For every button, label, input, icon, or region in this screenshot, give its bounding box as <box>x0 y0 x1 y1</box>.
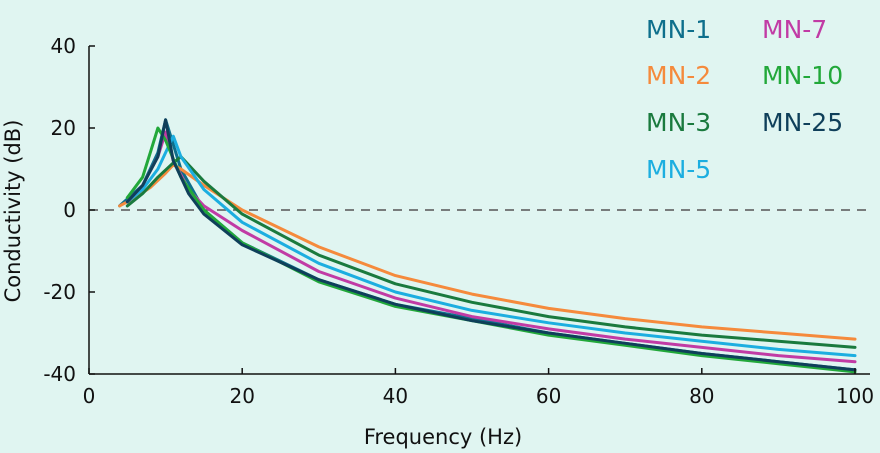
legend-entry-mn-10: MN-10 <box>762 61 843 90</box>
legend-entry-mn-7: MN-7 <box>762 15 827 44</box>
legend-entry-mn-25: MN-25 <box>762 108 843 137</box>
x-tick-label: 20 <box>229 384 254 408</box>
x-tick-label: 60 <box>536 384 561 408</box>
x-axis-title: Frequency (Hz) <box>364 425 522 449</box>
y-tick-label: 20 <box>51 116 76 140</box>
y-axis-title: Conductivity (dB) <box>1 120 25 303</box>
legend-entry-mn-5: MN-5 <box>646 155 711 184</box>
y-tick-label: -40 <box>43 362 76 386</box>
x-tick-label: 0 <box>83 384 96 408</box>
series-line-mn-5 <box>125 134 857 358</box>
series-line-mn-25 <box>125 118 857 372</box>
x-tick-label: 100 <box>836 384 874 408</box>
y-tick-label: -20 <box>43 280 76 304</box>
x-tick-label: 80 <box>689 384 714 408</box>
series-line-mn-2 <box>118 163 857 341</box>
y-tick-label: 40 <box>51 34 76 58</box>
y-tick-label: 0 <box>63 198 76 222</box>
legend-entry-mn-2: MN-2 <box>646 61 711 90</box>
x-tick-label: 40 <box>383 384 408 408</box>
legend-entry-mn-1: MN-1 <box>646 15 711 44</box>
legend-entry-mn-3: MN-3 <box>646 108 711 137</box>
series-line-mn-3 <box>125 155 857 349</box>
